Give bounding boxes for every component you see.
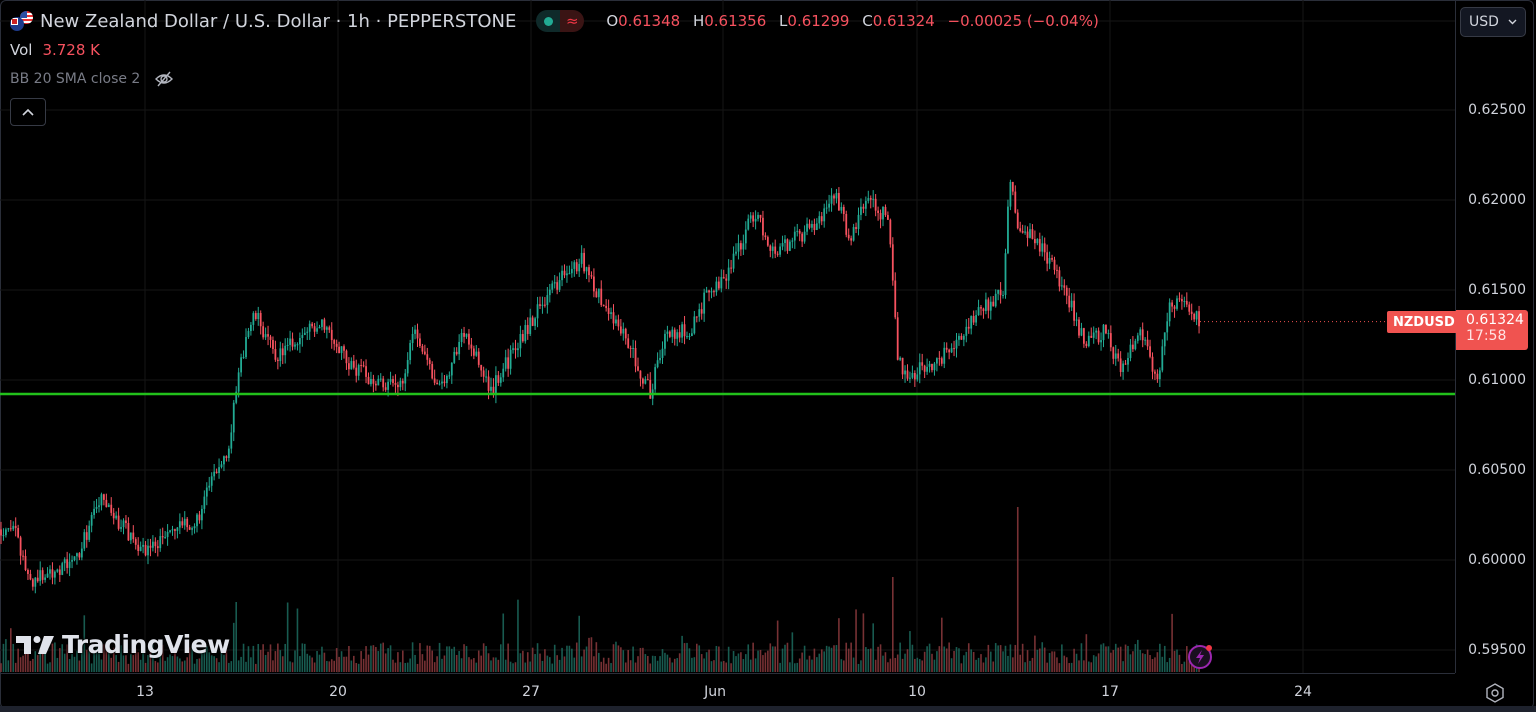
chart-legend: New Zealand Dollar / U.S. Dollar · 1h · … (10, 8, 1107, 126)
time-label: 13 (136, 684, 154, 700)
high-key: H (692, 12, 705, 30)
high-value: 0.61356 (704, 12, 767, 30)
close-key: C (862, 12, 873, 30)
eye-hidden-icon[interactable] (154, 70, 174, 88)
currency-value: USD (1469, 14, 1499, 30)
volume-legend[interactable]: Vol 3.728 K (10, 36, 1107, 64)
time-label: 24 (1294, 684, 1312, 700)
last-price: 0.61324 (1466, 312, 1524, 328)
open-value: 0.61348 (618, 12, 681, 30)
time-label: 27 (522, 684, 540, 700)
price-label: 0.60000 (1468, 552, 1526, 568)
chart-settings-icon[interactable] (1484, 682, 1506, 704)
symbol-title[interactable]: New Zealand Dollar / U.S. Dollar · 1h · … (40, 10, 517, 32)
bottom-border (0, 706, 1536, 712)
bar-countdown: 17:58 (1466, 328, 1507, 344)
low-value: 0.61299 (787, 12, 850, 30)
change-value: −0.00025 (−0.04%) (947, 12, 1099, 30)
lightning-alert-icon[interactable] (1186, 642, 1214, 670)
volume-label: Vol (10, 41, 33, 59)
bollinger-legend[interactable]: BB 20 SMA close 2 (10, 66, 1107, 92)
collapse-legend-button[interactable] (10, 98, 46, 126)
currency-dropdown[interactable]: USD (1460, 7, 1526, 37)
price-label: 0.61000 (1468, 372, 1526, 388)
wave-icon: ≈ (560, 10, 585, 32)
price-axis[interactable]: 0.62500 0.62000 0.61500 0.61000 0.60500 … (1455, 0, 1536, 673)
time-label: 10 (908, 684, 926, 700)
close-value: 0.61324 (872, 12, 935, 30)
price-label: 0.62500 (1468, 102, 1526, 118)
tradingview-logo-icon (16, 635, 54, 654)
symbol-price-tag: NZDUSD (1387, 311, 1461, 333)
open-key: O (606, 12, 619, 30)
nzd-usd-flags-icon (10, 10, 38, 32)
time-axis[interactable]: 13 20 27 Jun 10 17 24 (0, 673, 1455, 707)
volume-value: 3.728 K (42, 41, 100, 59)
price-label: 0.61500 (1468, 282, 1526, 298)
tradingview-logo[interactable]: TradingView (16, 630, 230, 659)
chevron-up-icon (22, 108, 34, 116)
bollinger-label: BB 20 SMA close 2 (10, 71, 141, 87)
low-key: L (779, 12, 788, 30)
chevron-down-icon (1508, 19, 1517, 25)
symbol-title-row[interactable]: New Zealand Dollar / U.S. Dollar · 1h · … (10, 8, 1107, 34)
market-open-dot-icon (536, 10, 561, 32)
price-chart-canvas[interactable] (0, 0, 1455, 673)
price-label: 0.62000 (1468, 192, 1526, 208)
price-label: 0.60500 (1468, 462, 1526, 478)
price-label: 0.59500 (1468, 642, 1526, 658)
time-label: 17 (1101, 684, 1119, 700)
time-label: 20 (329, 684, 347, 700)
ohlc-values: O0.61348 H0.61356 L0.61299 C0.61324 −0.0… (606, 12, 1106, 30)
market-status-pill[interactable]: ≈ (536, 10, 585, 32)
logo-text: TradingView (62, 630, 230, 659)
time-label: Jun (704, 684, 726, 700)
last-price-tag: 0.61324 17:58 (1456, 310, 1528, 350)
